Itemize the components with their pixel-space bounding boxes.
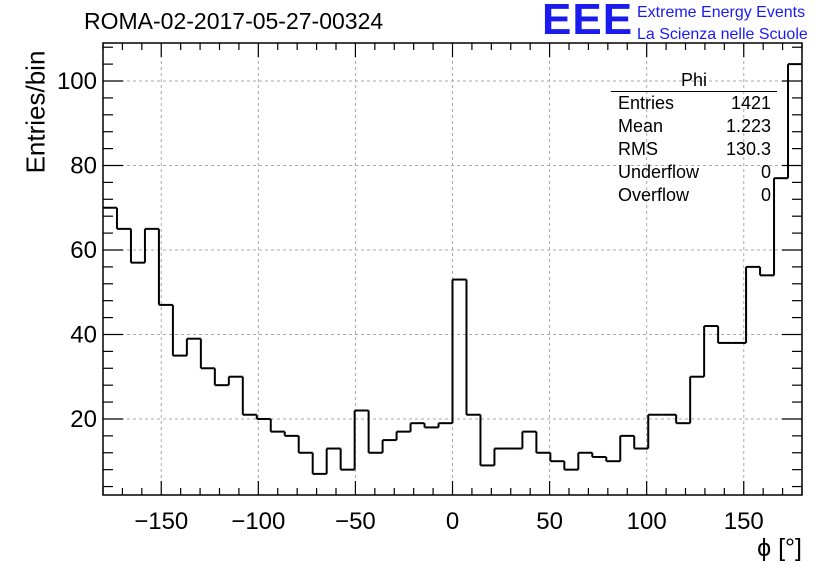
- stats-value: 1421: [730, 93, 771, 113]
- y-tick-label: 20: [70, 406, 97, 433]
- stats-row-underflow: Underflow 0: [611, 161, 777, 184]
- stats-label: Overflow: [618, 185, 690, 205]
- x-tick-label: 150: [724, 508, 764, 535]
- stats-box: Phi Entries 1421 Mean 1.223 RMS 130.3 Un…: [611, 70, 777, 207]
- y-tick-label: 60: [70, 237, 97, 264]
- chart-title: ROMA-02-2017-05-27-00324: [84, 8, 384, 34]
- stats-label: Entries: [618, 93, 675, 113]
- y-tick-label: 40: [70, 321, 97, 348]
- stats-value: 130.3: [725, 139, 771, 159]
- x-tick-label: 50: [536, 508, 563, 535]
- stats-row-mean: Mean 1.223: [611, 115, 777, 138]
- stats-value: 1.223: [725, 116, 771, 136]
- y-axis-label: Entries/bin: [20, 50, 51, 174]
- stats-value: 0: [760, 185, 771, 205]
- y-tick-label: 80: [70, 153, 97, 180]
- x-tick-label: −50: [335, 508, 376, 535]
- stats-label: RMS: [618, 139, 658, 159]
- stats-row-entries: Entries 1421: [611, 92, 777, 115]
- grid-lines: [103, 43, 802, 495]
- x-axis-label: ϕ [°]: [757, 534, 802, 562]
- stats-label: Underflow: [618, 162, 700, 182]
- x-tick-label: −150: [134, 508, 188, 535]
- stats-label: Mean: [618, 116, 664, 136]
- stats-value: 0: [760, 162, 771, 182]
- y-tick-label: 100: [57, 68, 97, 95]
- eee-logo: EEE: [542, 0, 634, 44]
- x-tick-label: 100: [627, 508, 667, 535]
- logo-caption-line1: Extreme Energy Events: [637, 4, 806, 21]
- tick-labels: −150 −100 −50 0 50 100 150 20 40 60 80 100: [57, 68, 764, 535]
- x-tick-label: 0: [446, 508, 459, 535]
- stats-title: Phi: [611, 70, 777, 92]
- stats-row-rms: RMS 130.3: [611, 138, 777, 161]
- x-tick-label: −100: [231, 508, 285, 535]
- logo-caption-line2: La Scienza nelle Scuole: [637, 26, 808, 43]
- histogram-series: [103, 63, 802, 475]
- axis-ticks: [102, 43, 803, 495]
- stats-row-overflow: Overflow 0: [611, 184, 777, 207]
